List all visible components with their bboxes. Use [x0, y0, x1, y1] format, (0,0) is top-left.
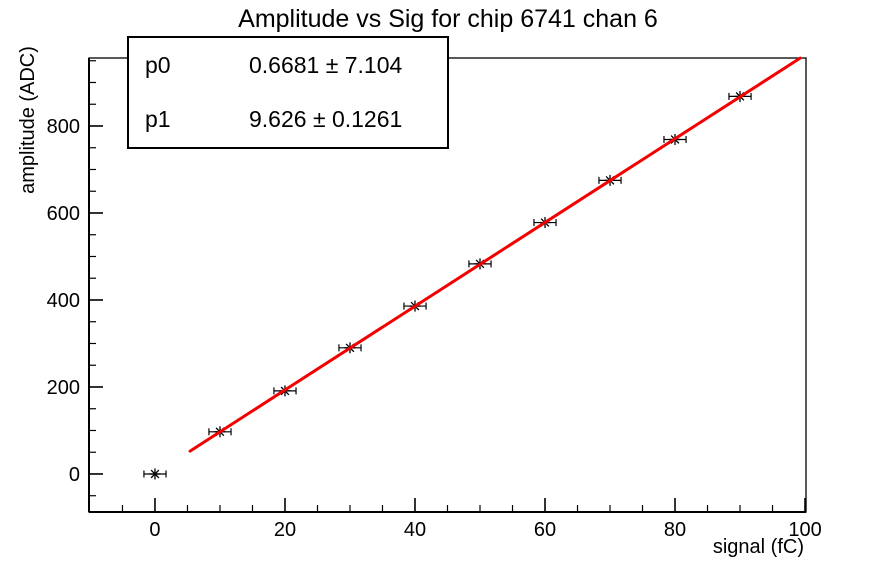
fit-stats-box: p0 0.6681 ± 7.104 p1 9.626 ± 0.1261 [127, 36, 449, 149]
x-tick-label: 20 [274, 519, 296, 541]
stat-p1-label: p1 [145, 106, 171, 133]
y-tick-label: 0 [69, 464, 80, 486]
x-tick-label: 40 [404, 519, 426, 541]
stat-p0-value: 0.6681 ± 7.104 [249, 51, 403, 78]
x-axis-title: signal (fC) [713, 536, 804, 558]
x-tick-label: 60 [534, 519, 556, 541]
y-axis-title: amplitude (ADC) [17, 46, 39, 194]
x-tick-label: 0 [149, 519, 160, 541]
fit-line [188, 56, 802, 453]
y-tick-label: 800 [47, 116, 80, 138]
y-tick-label: 200 [47, 377, 80, 399]
stat-p0-label: p0 [145, 51, 171, 78]
x-tick-label: 100 [788, 519, 821, 541]
y-tick-label: 400 [47, 290, 80, 312]
stat-row-p0: p0 0.6681 ± 7.104 [129, 52, 447, 79]
stat-row-p1: p1 9.626 ± 0.1261 [129, 106, 447, 133]
x-tick-label: 80 [664, 519, 686, 541]
y-tick-label: 600 [47, 203, 80, 225]
axis-ticks: 0 20 40 60 80 100 0 200 400 600 800 [47, 60, 822, 541]
plot-title: Amplitude vs Sig for chip 6741 chan 6 [238, 5, 658, 33]
axis-titles: signal (fC) amplitude (ADC) [17, 46, 804, 558]
data-point-marker [143, 468, 167, 480]
stat-p1-value: 9.626 ± 0.1261 [249, 106, 403, 133]
